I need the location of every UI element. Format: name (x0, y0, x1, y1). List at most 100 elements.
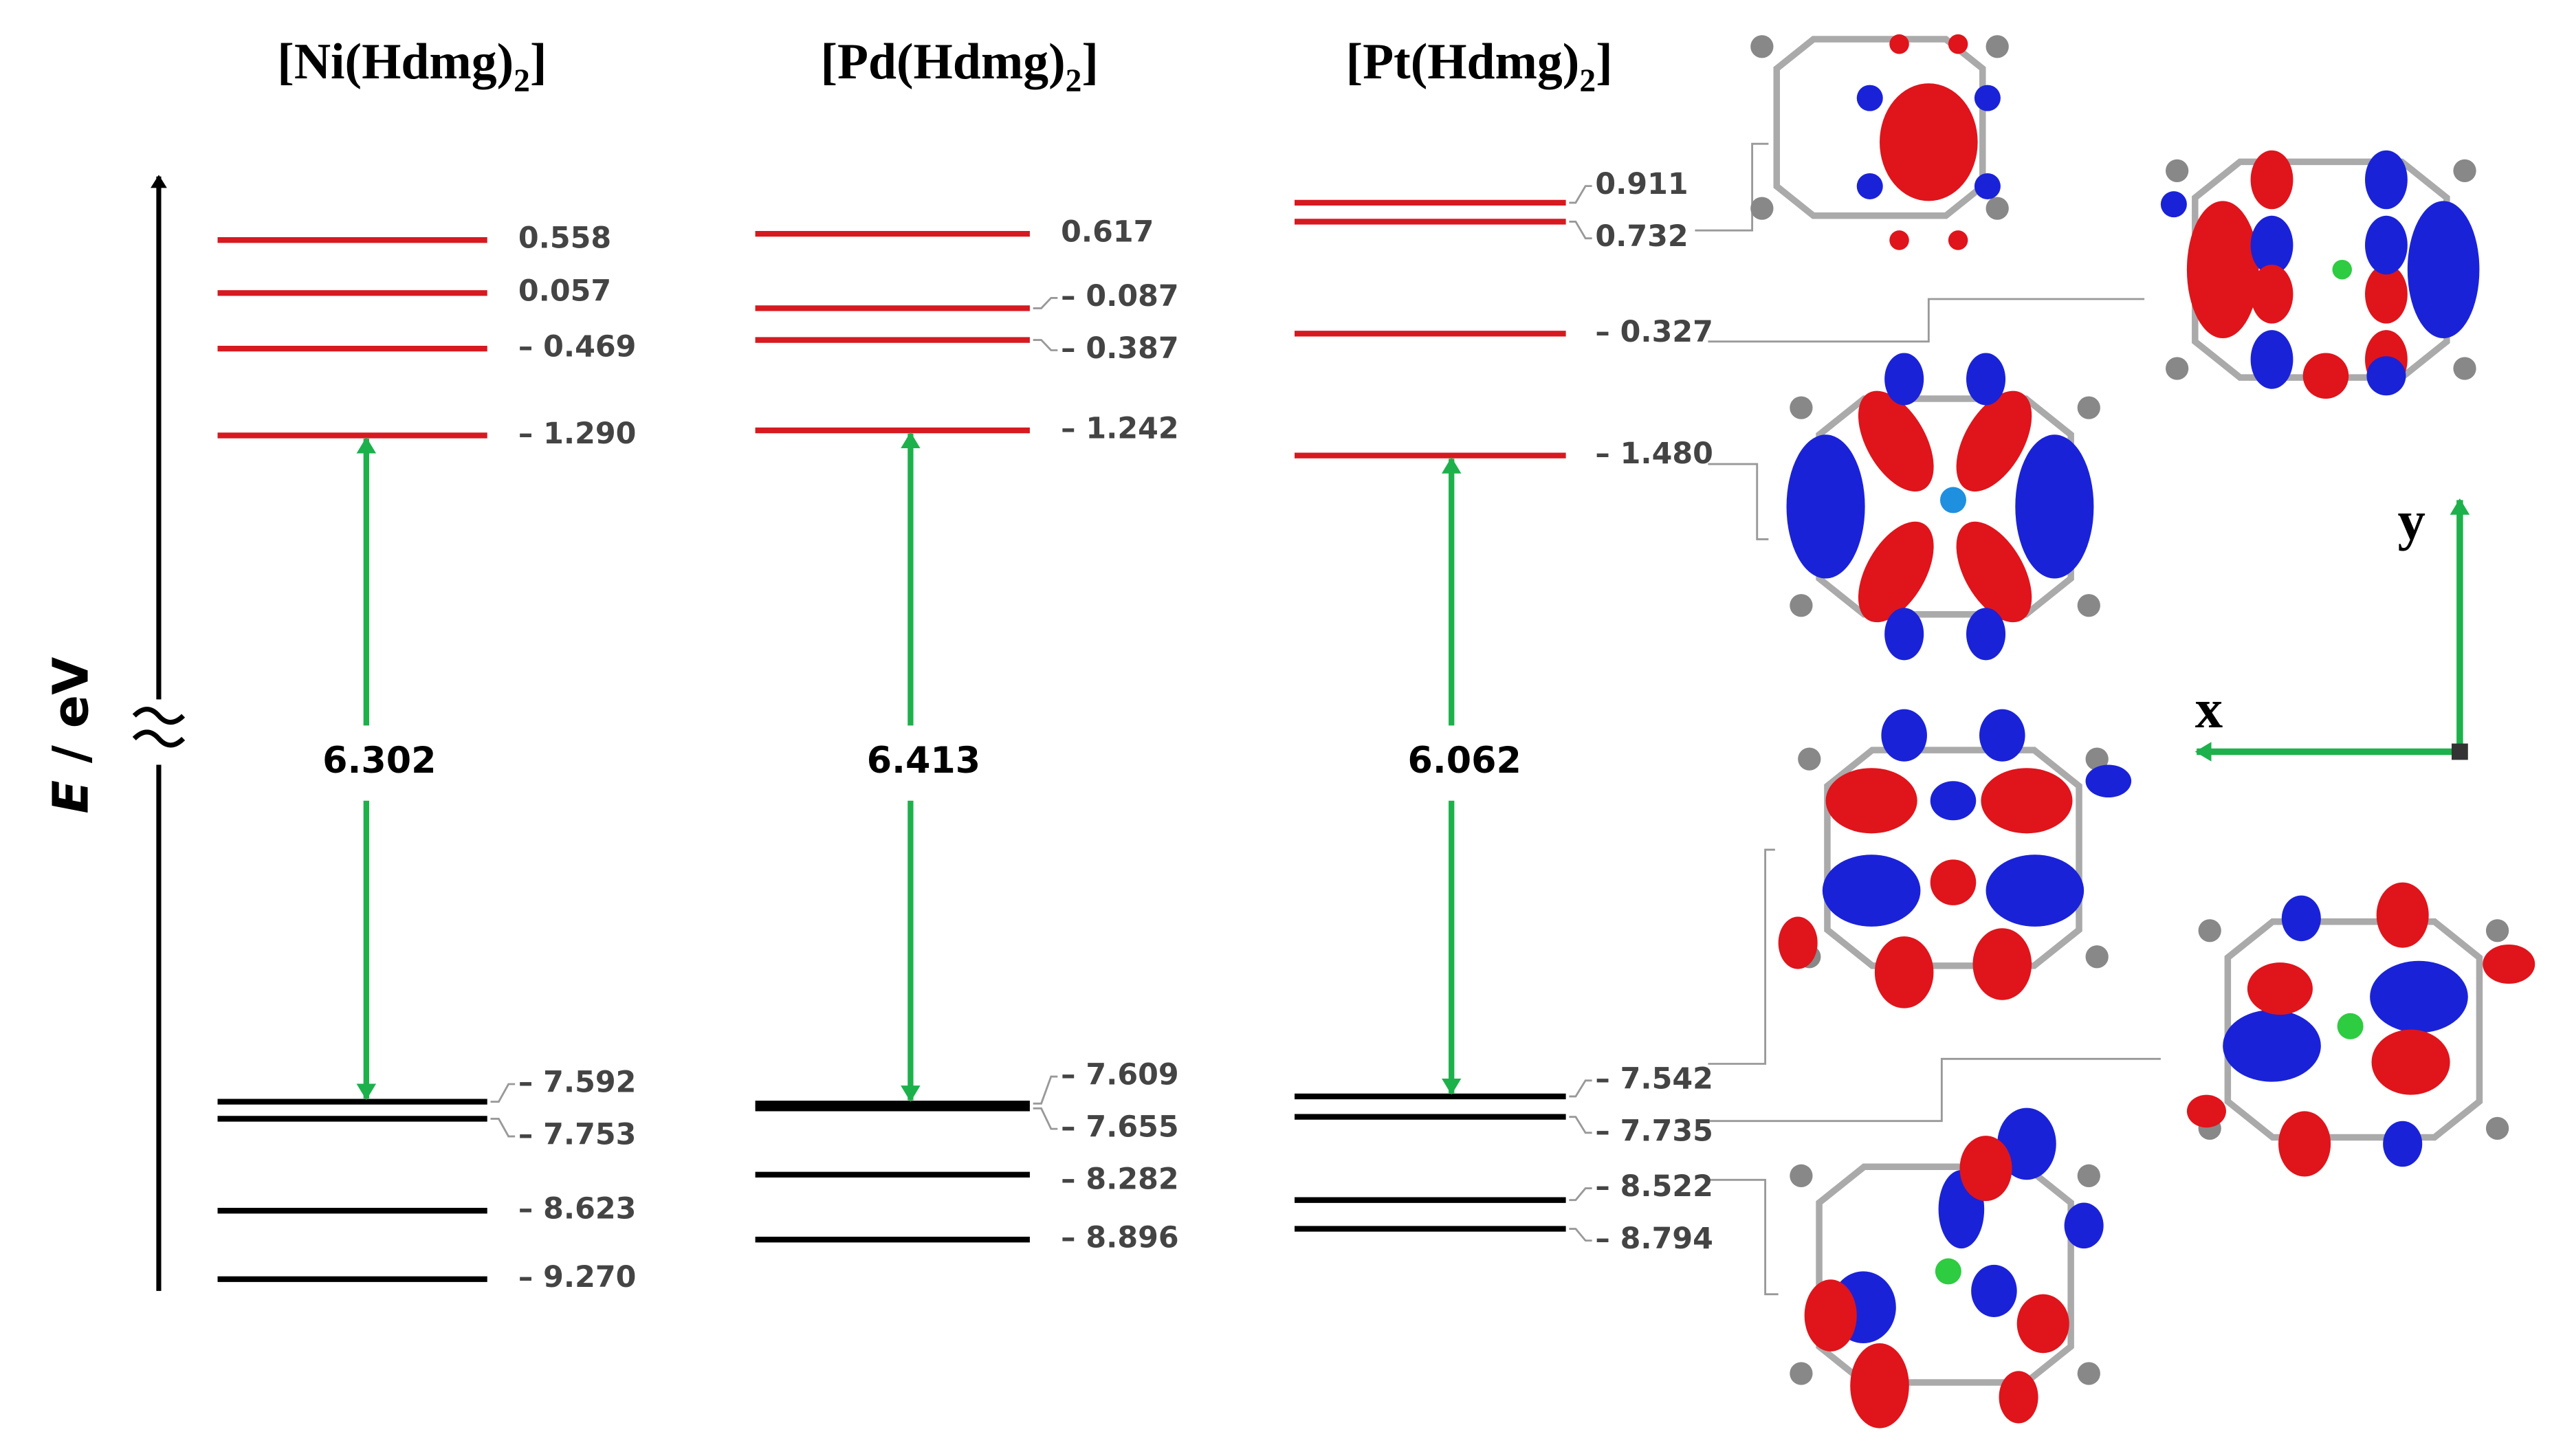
orbital-lobe (2278, 1111, 2331, 1177)
orbital-lobe (1981, 768, 2073, 834)
atom (1790, 594, 1813, 617)
orbital-lobe (1986, 854, 2084, 927)
orbital-lobe (2376, 882, 2429, 948)
energy-label: – 0.087 (1061, 279, 1179, 313)
atom (1986, 197, 2009, 220)
atom (1974, 85, 2001, 111)
title-text: [Ni(Hdmg) (277, 33, 514, 89)
energy-label: – 7.753 (518, 1118, 637, 1152)
orbital-lobe (1971, 1264, 2017, 1317)
atom (2166, 159, 2189, 183)
atom (2085, 747, 2109, 771)
orbital-lobe (1997, 1107, 2056, 1180)
z-axis-mark (2452, 743, 2468, 760)
energy-label: – 7.655 (1061, 1110, 1179, 1145)
atom (2077, 1362, 2100, 1385)
label-leader (1033, 1075, 1058, 1105)
atom (2485, 1116, 2509, 1140)
label-leader (1033, 1107, 1058, 1130)
atom (2337, 1013, 2364, 1039)
orbital-lobe (2186, 1094, 2226, 1128)
axis-break (132, 707, 186, 748)
orbital-images (1750, 34, 2536, 1429)
atom (1974, 173, 2001, 200)
orbital-lobe (2085, 764, 2132, 798)
atom (2198, 919, 2221, 942)
atom (1790, 1164, 1813, 1187)
energy-label: – 7.735 (1595, 1114, 1713, 1148)
energy-label: – 7.609 (1061, 1058, 1179, 1092)
energy-label: – 1.290 (518, 417, 637, 451)
atom (2077, 594, 2100, 617)
atom (2077, 1164, 2100, 1187)
atom (2085, 945, 2109, 969)
orbital-lobe (2016, 1294, 2069, 1354)
orbital-lobe (1956, 390, 2032, 492)
energy-label: – 0.327 (1595, 315, 1713, 349)
atom (2485, 919, 2509, 942)
atom (1939, 487, 1967, 514)
orbital-lobe (2250, 265, 2294, 324)
orbital-lobe (2365, 265, 2408, 324)
gap-label: 6.413 (867, 740, 980, 782)
molecule-frame (1824, 747, 2082, 969)
atom (1750, 197, 1774, 220)
orbital-lobe (2186, 201, 2259, 339)
title-close: ] (530, 33, 547, 89)
orbital-lobe (2064, 1202, 2104, 1249)
orbital-lobe (1979, 709, 2025, 762)
orbital-lobe (2371, 1029, 2450, 1095)
energy-label: – 8.896 (1061, 1221, 1179, 1255)
orbital-lobe (2250, 215, 2294, 275)
label-leader (1033, 297, 1058, 309)
label-leader (1569, 185, 1592, 204)
atom (2453, 357, 2476, 380)
label-leader (1569, 1228, 1592, 1242)
label-leader (490, 1083, 516, 1103)
orbital-lobe (1930, 859, 1977, 905)
energy-label: – 8.794 (1595, 1222, 1713, 1256)
atom (1948, 34, 1968, 54)
orbital-lobe (1966, 353, 2006, 406)
atom (1856, 173, 1883, 200)
atom (1889, 34, 1909, 54)
energy-label: – 8.623 (518, 1192, 637, 1226)
orbital-lobe (1972, 928, 2032, 1000)
gap-label: 6.062 (1408, 740, 1521, 782)
atom (1948, 230, 1968, 250)
atom (1935, 1258, 1961, 1285)
label-leader (490, 1117, 516, 1138)
energy-label: 0.558 (518, 221, 611, 256)
energy-label: 0.057 (518, 274, 611, 309)
orbital-lobe (2250, 330, 2294, 389)
orbital-lobe (2365, 215, 2408, 275)
orbital-lobe (2483, 944, 2536, 984)
title-subscript: 2 (1066, 63, 1082, 99)
energy-label: – 0.387 (1061, 331, 1179, 366)
orbital-lobe (1778, 916, 1818, 969)
energy-label: – 1.480 (1595, 437, 1713, 471)
energy-label: – 8.522 (1595, 1169, 1713, 1204)
atom (1889, 230, 1909, 250)
energy-label: – 8.282 (1061, 1162, 1179, 1197)
energy-label: 0.617 (1061, 215, 1154, 250)
axis-label: E / eV (42, 657, 99, 814)
label-leader (1569, 221, 1592, 240)
orbital-lobe (2250, 150, 2294, 210)
energy-label: 0.911 (1595, 167, 1688, 201)
orbital-lobe (1825, 768, 1917, 834)
orbital-lobe (1850, 1343, 1909, 1429)
orbital-lobe (1858, 390, 1934, 492)
orbital-lobe (2223, 1010, 2321, 1082)
orbital-lobe (2383, 1121, 2423, 1167)
orbital-lobe (1959, 1136, 2012, 1202)
molecule-frame (2224, 918, 2483, 1141)
label-leader (1569, 1116, 1592, 1134)
orbital-lobe (1804, 1279, 1857, 1352)
molecule-frame (2192, 158, 2450, 381)
orbital-lobe (1930, 781, 1977, 821)
title-subscript: 2 (514, 63, 530, 99)
orbital-lobe (1966, 608, 2006, 661)
label-leader (1569, 1187, 1592, 1202)
